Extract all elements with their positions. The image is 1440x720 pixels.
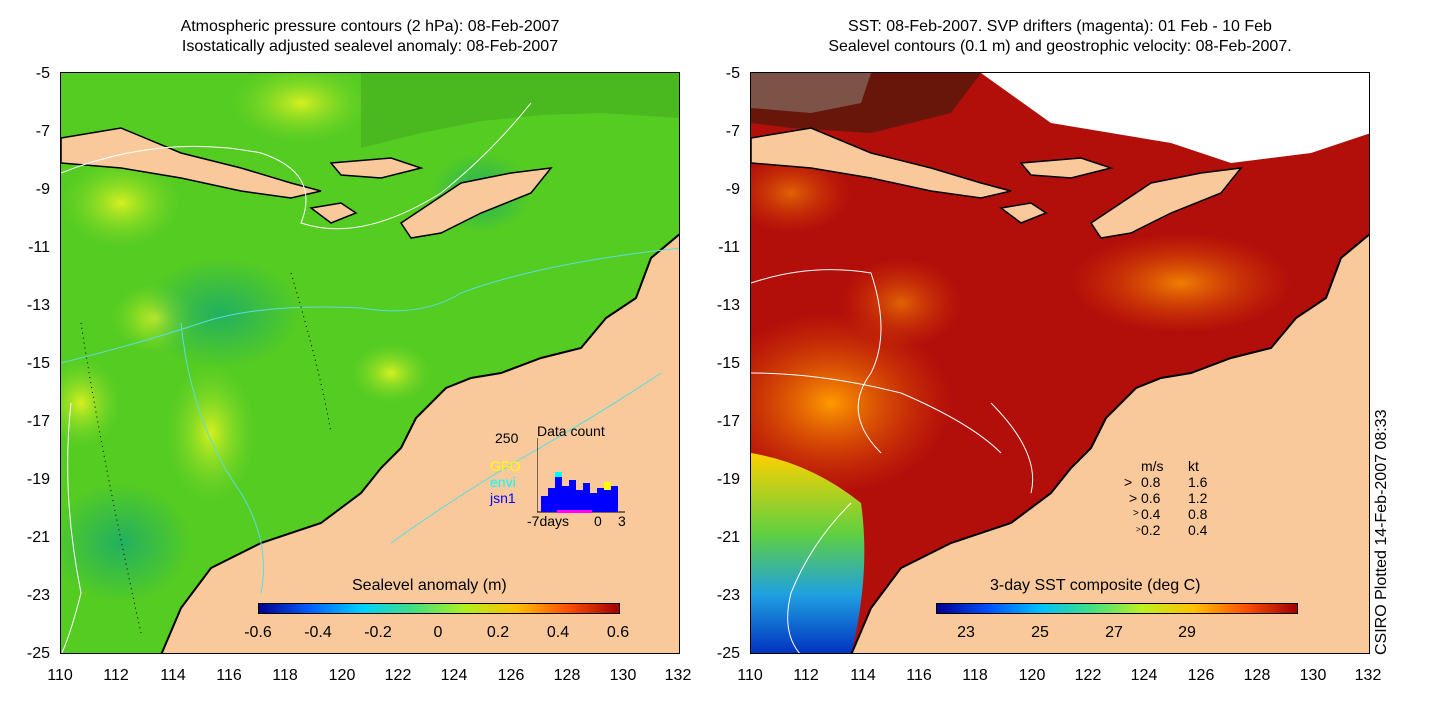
x-tick: 132 [1354,667,1382,684]
x-tick: 120 [328,667,356,684]
left-title-line1: Atmospheric pressure contours (2 hPa): 0… [180,18,560,35]
x-tick: 126 [1187,667,1215,684]
x-tick: 118 [962,667,988,684]
x-tick: 124 [1130,667,1158,684]
sst-colorbar-title: 3-day SST composite (deg C) [990,577,1201,594]
x-tick: 110 [737,667,763,684]
y-tick: -13 [26,297,50,314]
cbar-label: -0.4 [304,624,332,641]
legend-arrow-icon: > [1136,525,1141,534]
x-tick: 118 [272,667,298,684]
right-title-line1: SST: 08-Feb-2007. SVP drifters (magenta)… [848,18,1272,35]
x-tick: 120 [1018,667,1046,684]
y-tick: -23 [26,587,50,604]
y-tick: -5 [725,65,740,82]
legend-ms-1: 0.6 [1141,490,1161,506]
x-tick: 116 [216,667,242,684]
inset-title: Data count [537,423,605,439]
y-tick: -9 [35,181,50,198]
left-title: Atmospheric pressure contours (2 hPa): 0… [60,17,680,57]
inset-x-label-zero: 0 [594,513,602,529]
x-tick: 122 [384,667,412,684]
y-tick: -17 [26,413,50,430]
sealevel-colorbar-title: Sealevel anomaly (m) [352,577,507,594]
y-tick: -11 [718,239,740,256]
x-tick: 122 [1074,667,1102,684]
x-tick: 130 [609,667,637,684]
x-tick: 128 [553,667,581,684]
y-tick: -19 [716,471,740,488]
y-tick: -11 [28,239,50,256]
sat-gfo: GFO [490,458,521,474]
cbar-label: -0.6 [244,624,272,641]
sat-envi: envi [490,474,516,490]
cbar-label: 0.2 [486,624,510,641]
cbar-label: 0.6 [606,624,630,641]
x-tick: 126 [497,667,525,684]
right-title: SST: 08-Feb-2007. SVP drifters (magenta)… [750,17,1370,57]
legend-arrow-icon: > [1129,490,1138,506]
legend-kt-0: 1.6 [1188,474,1208,490]
right-title-line2: Sealevel contours (0.1 m) and geostrophi… [828,38,1292,55]
legend-ms-3: 0.2 [1141,522,1161,538]
sealevel-map [60,72,680,654]
cbar-label: 29 [1178,624,1196,641]
y-tick: -25 [26,645,50,662]
y-tick: -9 [725,181,740,198]
y-tick: -17 [716,413,740,430]
left-title-line2: Isostatically adjusted sealevel anomaly:… [181,38,559,55]
plot-credit: CSIRO Plotted 14-Feb-2007 08:33 [1373,409,1390,655]
cbar-label: -0.2 [364,624,392,641]
x-tick: 114 [850,667,876,684]
y-tick: -21 [26,529,50,546]
y-tick: -15 [26,355,50,372]
x-tick: 116 [906,667,932,684]
y-tick: -19 [26,471,50,488]
legend-ms-0: 0.8 [1141,474,1161,490]
y-tick: -13 [716,297,740,314]
y-tick: -5 [35,65,50,82]
sst-colorbar [936,603,1298,614]
cbar-label: 23 [957,624,975,641]
x-tick: 110 [47,667,73,684]
cbar-label: 0 [433,624,443,641]
x-tick: 132 [664,667,692,684]
y-tick: -7 [725,123,740,140]
cbar-label: 27 [1105,624,1123,641]
y-tick: -15 [716,355,740,372]
legend-kt-1: 1.2 [1188,490,1208,506]
cbar-label: 0.4 [546,624,570,641]
x-tick: 130 [1299,667,1327,684]
x-tick: 128 [1243,667,1271,684]
legend-header-ms: m/s [1141,458,1164,474]
x-tick: 114 [160,667,186,684]
legend-arrow-icon: > [1133,508,1139,519]
x-tick: 112 [103,667,129,684]
y-tick: -7 [35,123,50,140]
legend-kt-3: 0.4 [1188,522,1208,538]
data-count-bars [537,438,625,513]
sealevel-colorbar [258,603,620,614]
x-tick: 124 [440,667,468,684]
y-tick: -21 [716,529,740,546]
cbar-label: 25 [1031,624,1049,641]
inset-x-label-start: -7days [527,513,570,529]
sat-jsn1: jsn1 [490,490,516,506]
sst-map [750,72,1370,654]
x-tick: 112 [793,667,819,684]
legend-header-kt: kt [1188,458,1199,474]
legend-kt-2: 0.8 [1188,506,1208,522]
inset-y-max: 250 [495,430,519,446]
inset-x-label-end: 3 [618,513,626,529]
y-tick: -23 [716,587,740,604]
legend-ms-2: 0.4 [1141,506,1161,522]
legend-arrow-icon: > [1124,474,1133,490]
y-tick: -25 [716,645,740,662]
